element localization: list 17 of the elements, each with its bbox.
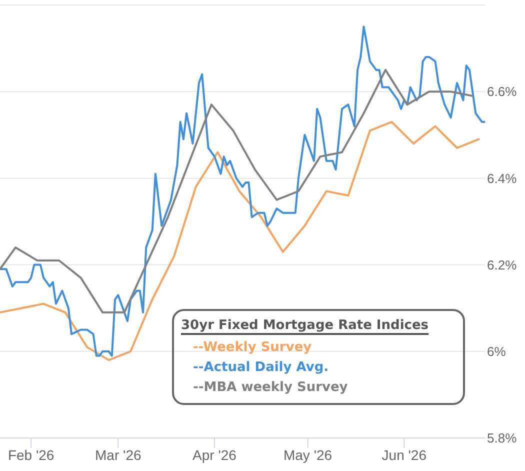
line-series xyxy=(0,120,480,362)
y-tick-label: 6.4% xyxy=(487,170,518,186)
x-tick-label: Mar '26 xyxy=(95,446,142,463)
y-tick-label: 5.8% xyxy=(487,430,518,446)
text: --MBA weekly Survey xyxy=(192,379,349,397)
y-tick-label: 6% xyxy=(487,344,506,359)
legend-title: 30yr Fixed Mortgage Rate Indices xyxy=(181,318,429,333)
y-tick-label: 6.6% xyxy=(487,84,518,100)
x-tick-label: Feb '26 xyxy=(8,446,54,463)
x-tick-label: May '26 xyxy=(283,446,332,463)
x-tick-label: Jun '26 xyxy=(382,446,427,463)
line-series xyxy=(0,68,474,314)
y-tick-label: 6.2% xyxy=(487,257,518,272)
text: --Weekly Survey xyxy=(192,339,313,357)
line-series xyxy=(0,26,485,357)
text: --Actual Daily Avg. xyxy=(192,359,330,377)
x-tick-label: Apr '26 xyxy=(192,446,237,463)
